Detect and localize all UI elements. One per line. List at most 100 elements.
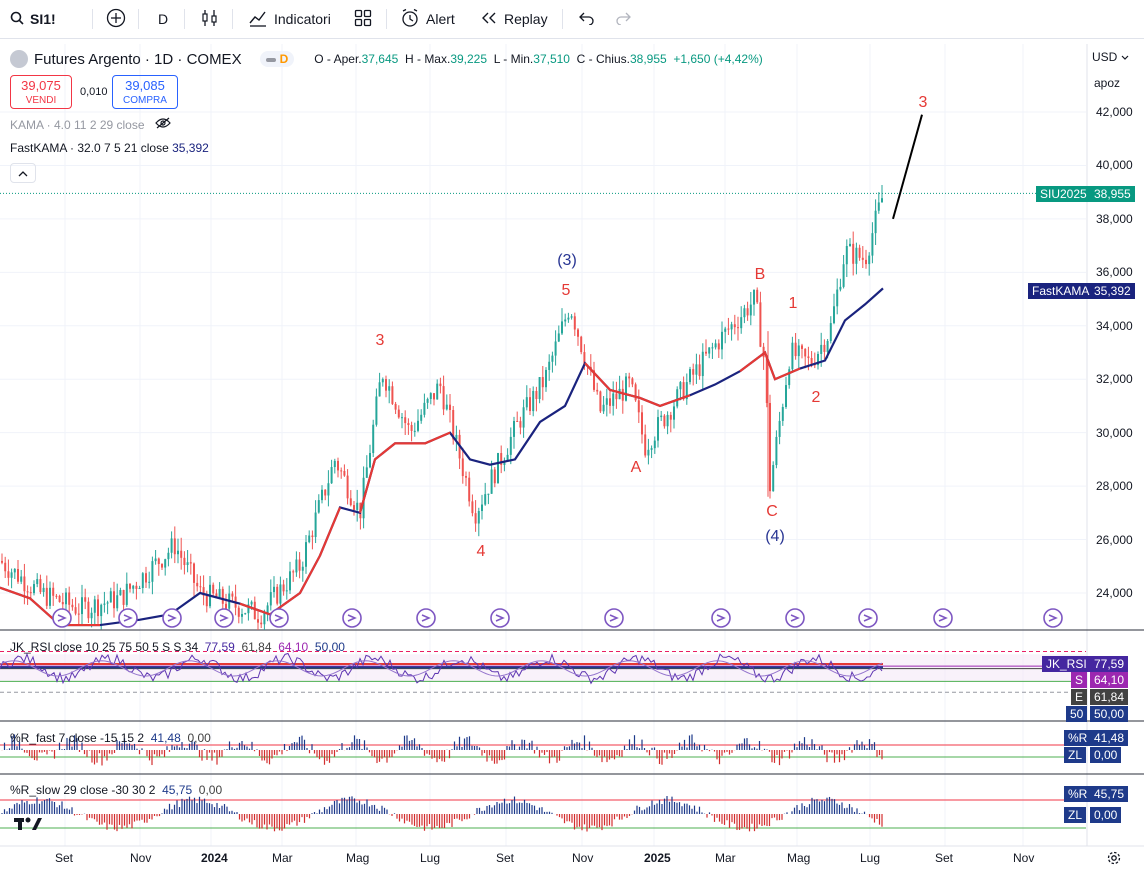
candle-body (666, 414, 669, 427)
candle-body (781, 406, 784, 421)
candle-body (138, 588, 141, 590)
undo-button[interactable] (578, 0, 596, 38)
event-marker-icon[interactable] (785, 608, 805, 628)
chart-settings-button[interactable] (1106, 850, 1122, 871)
rslow-panel-title[interactable]: %R_slow 29 close -30 30 2 45,75 0,00 (10, 783, 223, 797)
candle-body (279, 584, 282, 604)
layouts-button[interactable] (354, 0, 372, 38)
candle-body (20, 576, 23, 582)
candle-body (122, 590, 125, 605)
candle-body (663, 415, 666, 427)
candle-body (180, 550, 183, 558)
event-marker-icon[interactable] (52, 608, 72, 628)
price-tick-label: 24,000 (1096, 586, 1133, 600)
candle-body (436, 383, 439, 400)
candle-body (36, 579, 39, 585)
indicators-button[interactable]: Indicatori (248, 0, 331, 38)
candle-body (84, 597, 87, 602)
candle-body (452, 410, 455, 440)
candle-body (369, 453, 371, 468)
event-marker-icon[interactable] (711, 608, 731, 628)
interval-button[interactable]: D (158, 0, 168, 38)
candle-body (378, 382, 381, 397)
event-marker-icon[interactable] (604, 608, 624, 628)
event-marker-icon[interactable] (118, 608, 138, 628)
candle-body (612, 393, 615, 406)
candle-body (567, 317, 570, 320)
replay-button[interactable]: Replay (480, 0, 548, 38)
chart-type-button[interactable] (200, 0, 220, 38)
price-tick-label: 38,000 (1096, 211, 1133, 226)
eye-hidden-icon[interactable] (154, 117, 171, 132)
wave-label: 3 (376, 332, 385, 349)
candle-body (794, 342, 797, 357)
alert-button[interactable]: Alert (400, 0, 455, 38)
rfast-panel-title[interactable]: %R_fast 7 close -15 15 2 41,48 0,00 (10, 731, 211, 745)
indicator-tag-name: E (1071, 689, 1088, 705)
sell-button[interactable]: 39,075 VENDI (10, 75, 72, 109)
candle-body (465, 476, 467, 478)
candle-body (106, 602, 109, 604)
rsi-smooth-line (0, 660, 883, 677)
event-marker-icon[interactable] (342, 608, 362, 628)
candle-body (506, 454, 509, 461)
candle-body (461, 458, 464, 477)
candle-body (410, 425, 413, 431)
candle-body (164, 559, 167, 568)
candle-body (714, 343, 717, 348)
candle-body (433, 393, 435, 400)
indicator-tag-name: %R (1064, 730, 1092, 746)
symbol-search-button[interactable]: SI1! (10, 0, 56, 38)
fastkama-legend[interactable]: FastKAMA · 32.0 7 5 21 close 35,392 (10, 141, 209, 155)
candle-body (257, 619, 259, 623)
indicator-tag-value: 77,59 (1090, 656, 1129, 672)
candle-body (756, 289, 759, 303)
candle-body (580, 336, 583, 353)
price-tick-label: 30,000 (1096, 425, 1133, 440)
kama-legend[interactable]: KAMA · 4.0 11 2 29 close (10, 117, 171, 132)
collapse-legend-button[interactable] (10, 163, 36, 183)
candle-body (865, 259, 867, 265)
rsi-panel-title[interactable]: JK_RSI close 10 25 75 50 5 S S 34 77,59 … (10, 640, 345, 654)
candle-body (87, 601, 90, 619)
candle-body (634, 384, 637, 401)
candle-body (593, 370, 595, 390)
candle-body (516, 420, 519, 422)
chart-canvas[interactable]: 3 4 5 (3) A B C (4) 1 2 3 (0, 44, 1144, 872)
candle-body (724, 328, 727, 332)
compare-add-button[interactable] (106, 0, 126, 38)
candle-body (365, 467, 368, 478)
price-tick-label: 42,000 (1096, 105, 1133, 119)
candles-icon (200, 8, 220, 31)
event-marker-icon[interactable] (416, 608, 436, 628)
event-marker-icon[interactable] (269, 608, 289, 628)
candle-body (413, 430, 416, 432)
candle-body (375, 396, 378, 425)
candle-body (733, 324, 736, 328)
event-marker-icon[interactable] (933, 608, 953, 628)
candle-body (353, 505, 355, 510)
redo-button[interactable] (614, 0, 632, 38)
candle-body (449, 404, 451, 411)
currency-selector[interactable]: USD (1092, 50, 1129, 64)
candle-body (836, 289, 839, 307)
event-marker-icon[interactable] (1043, 608, 1063, 628)
candle-body (849, 243, 851, 246)
candle-body (356, 502, 359, 510)
candle-body (826, 340, 829, 352)
candle-body (333, 460, 336, 468)
indicator-tag-value: 50,00 (1090, 706, 1129, 722)
grid-icon (354, 9, 372, 30)
symbol-title[interactable]: Futures Argento · 1D · COMEX (34, 50, 242, 68)
event-marker-icon[interactable] (490, 608, 510, 628)
scale-mode-selector[interactable]: apoz (1094, 76, 1121, 90)
event-marker-icon[interactable] (858, 608, 878, 628)
event-marker-icon[interactable] (214, 608, 234, 628)
candle-body (247, 604, 250, 614)
candle-body (487, 493, 490, 495)
time-tick-label: Mag (787, 851, 811, 865)
candle-body (29, 592, 32, 594)
candle-body (39, 579, 42, 593)
event-marker-icon[interactable] (162, 608, 182, 628)
buy-button[interactable]: 39,085 COMPRA (112, 75, 178, 109)
